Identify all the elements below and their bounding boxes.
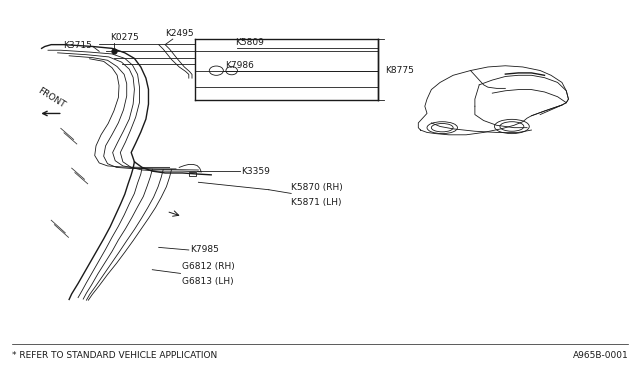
Text: K7986: K7986 <box>225 61 254 70</box>
Text: * REFER TO STANDARD VEHICLE APPLICATION: * REFER TO STANDARD VEHICLE APPLICATION <box>12 351 217 360</box>
Text: K8775: K8775 <box>385 66 414 75</box>
Text: K0275: K0275 <box>110 33 139 42</box>
Text: K3715: K3715 <box>63 41 92 50</box>
Text: K3359: K3359 <box>241 167 270 176</box>
Text: K7985: K7985 <box>190 246 219 254</box>
Text: K5871 (LH): K5871 (LH) <box>291 198 342 207</box>
Text: K5809: K5809 <box>236 38 264 47</box>
Text: G6812 (RH): G6812 (RH) <box>182 262 234 271</box>
Text: G6813 (LH): G6813 (LH) <box>182 277 234 286</box>
Text: A965B-0001: A965B-0001 <box>573 351 628 360</box>
Text: K5870 (RH): K5870 (RH) <box>291 183 343 192</box>
Text: FRONT: FRONT <box>36 86 67 109</box>
Text: K2495: K2495 <box>165 29 194 38</box>
